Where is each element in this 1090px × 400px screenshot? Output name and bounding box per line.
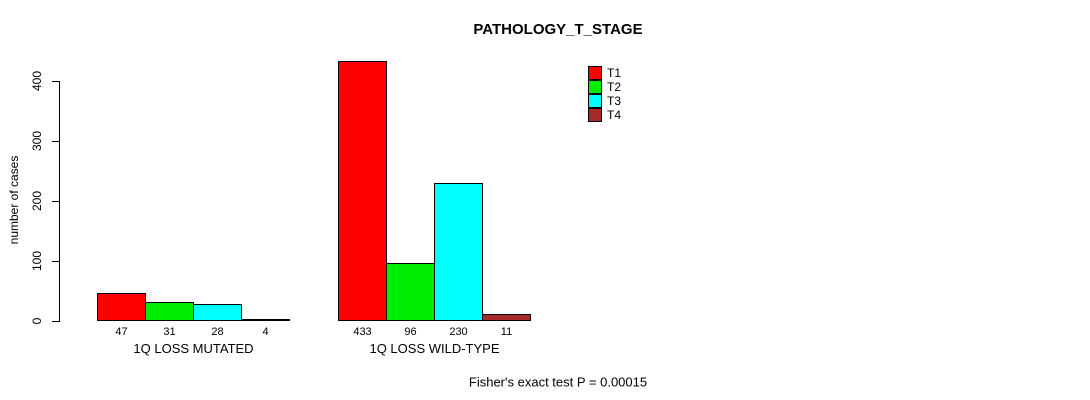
y-tick-label: 100 [30, 250, 44, 272]
bar-t2-wildtype [386, 263, 435, 321]
legend-label: T3 [607, 94, 622, 108]
y-axis-label: number of cases [7, 155, 21, 245]
y-axis-line [59, 81, 60, 322]
y-tick-label: 200 [30, 190, 44, 212]
y-tick [52, 81, 59, 82]
legend-label: T1 [607, 66, 622, 80]
legend: T1 T2 T3 T4 [588, 66, 621, 122]
y-tick-label: 300 [30, 130, 44, 152]
bar-t4-mutated [241, 319, 290, 321]
bar-value-label: 47 [115, 326, 128, 338]
bar-t4-wildtype [482, 314, 531, 321]
category-label: 1Q LOSS MUTATED [133, 341, 254, 356]
y-tick-label: 0 [30, 317, 44, 325]
y-tick [52, 201, 59, 202]
chart-title: PATHOLOGY_T_STAGE [473, 21, 643, 38]
legend-label: T2 [607, 80, 622, 94]
y-tick [52, 321, 59, 322]
bar-t3-wildtype [434, 183, 483, 321]
bar-t3-mutated [193, 304, 242, 321]
legend-row: T2 [588, 80, 621, 94]
bar-value-label: 28 [211, 326, 224, 338]
bar-value-label: 433 [353, 326, 372, 338]
legend-swatch-t1 [588, 66, 602, 80]
bar-value-label: 11 [500, 326, 513, 338]
legend-row: T3 [588, 94, 621, 108]
category-label: 1Q LOSS WILD-TYPE [369, 341, 500, 356]
bar-value-label: 230 [449, 326, 468, 338]
legend-swatch-t3 [588, 94, 602, 108]
legend-label: T4 [607, 108, 622, 122]
y-tick [52, 261, 59, 262]
bar-t1-wildtype [338, 61, 387, 321]
bar-value-label: 4 [262, 326, 269, 338]
legend-row: T4 [588, 108, 621, 122]
legend-swatch-t4 [588, 108, 602, 122]
y-tick [52, 141, 59, 142]
legend-row: T1 [588, 66, 621, 80]
bar-t2-mutated [145, 302, 194, 321]
footnote-text: Fisher's exact test P = 0.00015 [468, 374, 648, 390]
y-tick-label: 400 [30, 70, 44, 92]
bar-value-label: 31 [163, 326, 176, 338]
bar-t1-mutated [97, 293, 146, 321]
bar-value-label: 96 [404, 326, 417, 338]
legend-swatch-t2 [588, 80, 602, 94]
